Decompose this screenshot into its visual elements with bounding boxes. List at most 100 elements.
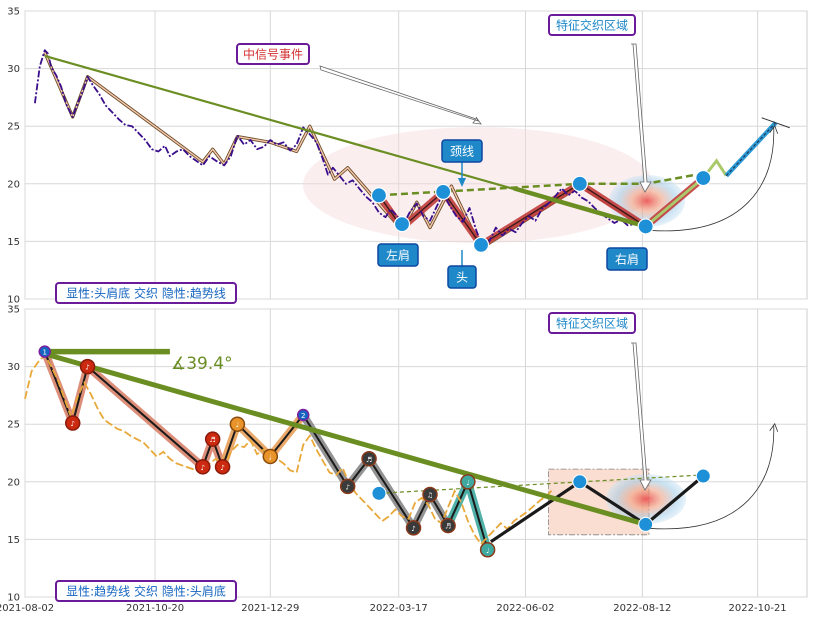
pattern-point (695, 169, 712, 187)
zigzag-marker-label: ♩ (269, 453, 272, 461)
zigzag-marker (422, 486, 438, 503)
right-shoulder-label-box (606, 247, 648, 271)
x-tick-label: 2022-10-21 (729, 603, 787, 614)
y-tick-label: 30 (7, 64, 20, 75)
zigzag-marker (204, 431, 221, 447)
legend-label-top: 显性:头肩底 交织 隐性:趋势线 (55, 282, 237, 304)
zigzag-marker (440, 517, 456, 534)
interweave-label-bottom-text: 特征交织区域 (556, 315, 628, 330)
zigzag-marker (479, 542, 496, 558)
target-arrow-head (769, 422, 779, 432)
price-line (24, 353, 555, 546)
interweave-arrow-bottom (631, 342, 652, 491)
zigzag-marker-label: ♪ (201, 464, 205, 472)
zigzag-marker (195, 459, 211, 475)
projection-target-core (725, 122, 777, 177)
neckline-label: 颈线 (441, 139, 483, 163)
y-tick-label: 20 (7, 477, 20, 488)
zigzag-marker (38, 345, 52, 358)
zigzag-marker (64, 415, 81, 431)
zigzag-marker-label: ♬ (210, 436, 216, 444)
y-tick-label: 35 (7, 7, 20, 18)
zigzag-marker-label: 1 (43, 349, 47, 357)
pattern-point (370, 187, 388, 204)
y-tick-label: 15 (7, 237, 20, 248)
head-label-box (447, 265, 477, 289)
y-tick-label: 10 (7, 593, 20, 604)
zigzag-marker-label: ♩ (486, 547, 489, 555)
right-shoulder-label-text: 右肩 (615, 251, 639, 266)
x-tick-label: 2022-08-12 (613, 603, 671, 614)
y-tick-label: 25 (7, 122, 20, 133)
signal-label: 中信号事件 (236, 43, 310, 65)
y-tick-label: 15 (7, 535, 20, 546)
price-line (34, 49, 648, 249)
left-shoulder-label: 左肩 (377, 243, 419, 267)
pattern-point (371, 485, 387, 501)
zigzag-marker-label: ♩ (466, 479, 469, 487)
trendline (44, 351, 647, 527)
projection-line (644, 158, 728, 228)
legend-label-bottom: 显性:趋势线 交织 隐性:头肩底 (55, 580, 237, 602)
signal-label-text: 中信号事件 (243, 46, 303, 61)
y-tick-label: 20 (7, 179, 20, 190)
zigzag-marker (229, 416, 246, 432)
trendline-bold (513, 186, 647, 229)
pattern-point (638, 516, 654, 532)
zigzag-marker (296, 408, 310, 422)
interweave-label-bottom-box (548, 312, 636, 334)
signal-arrow (319, 65, 482, 125)
pattern-point (435, 183, 452, 200)
zigzag-marker (214, 459, 231, 475)
zigzag-marker-label: ♪ (345, 483, 349, 491)
interweave-arrow-top (631, 43, 652, 193)
y-tick-label: 30 (7, 362, 20, 373)
y-tick-label: 25 (7, 420, 20, 431)
zigzag-marker-label: ♪ (85, 364, 89, 372)
x-tick-label: 2022-06-02 (496, 603, 554, 614)
interweave-label-top: 特征交织区域 (548, 14, 636, 36)
x-tick-label: 2021-08-02 (0, 603, 54, 614)
zigzag-marker-label: ♬ (366, 456, 372, 464)
target-arrow (650, 425, 775, 530)
zigzag-marker-label: ♩ (236, 421, 239, 429)
zigzag-marker-label: ♪ (71, 420, 75, 428)
zigzag-marker-label: ♫ (427, 491, 433, 499)
zigzag-marker (79, 358, 96, 375)
zigzag-marker (262, 448, 279, 465)
legend-label-top-box (55, 282, 237, 304)
legend-label-bottom-box (55, 580, 237, 602)
x-tick-label: 2021-12-29 (241, 603, 299, 614)
legend-label-bottom-text: 显性:趋势线 交织 隐性:头肩底 (66, 583, 226, 598)
zigzag-marker (361, 451, 377, 467)
head-shoulders-line (490, 474, 705, 544)
zigzag-marker (405, 520, 422, 536)
pattern-point (571, 175, 588, 192)
zigzag-marker (460, 474, 476, 490)
neckline-label-box (441, 139, 483, 163)
left-shoulder-label-box (377, 243, 419, 267)
target-arrow-head (769, 124, 779, 134)
legend-label-top-text: 显性:头肩底 交织 隐性:趋势线 (66, 285, 226, 300)
neckline-label-text: 颈线 (450, 144, 474, 158)
interweave-label-top-text: 特征交织区域 (556, 17, 628, 32)
zigzag-marker-label: ♪ (411, 525, 415, 533)
neckline (378, 474, 704, 494)
pattern-point (572, 474, 588, 490)
angle-label: ∡39.4° (171, 354, 233, 374)
zigzag-marker-label: 2 (301, 412, 305, 420)
x-tick-label: 2021-10-20 (126, 603, 184, 614)
pattern-point (393, 216, 411, 233)
pattern-point (637, 218, 654, 235)
y-tick-label: 10 (7, 295, 20, 306)
y-tick-label: 35 (7, 305, 20, 316)
signal-label-box (236, 43, 310, 65)
target-tick (761, 117, 790, 129)
zigzag-marker-label: ♪ (220, 464, 224, 472)
head-label-text: 头 (456, 270, 468, 284)
x-tick-label: 2022-03-17 (370, 603, 428, 614)
zigzag-marker-label: ♬ (445, 523, 451, 531)
neckline-pointer-head (458, 178, 466, 187)
